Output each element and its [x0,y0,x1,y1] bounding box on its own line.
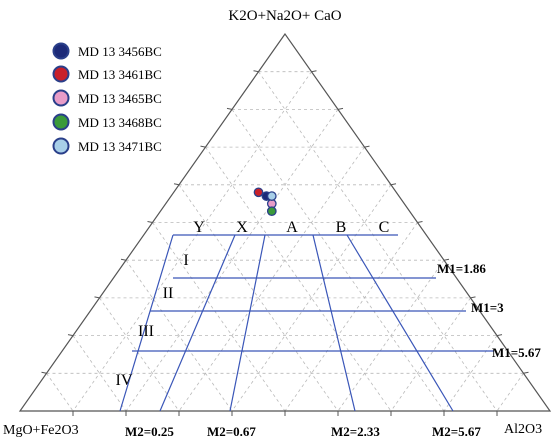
grid-line [178,146,365,412]
grid-line [390,297,471,412]
axis-tick [41,371,47,374]
zone-label-c: C [379,219,390,236]
right-axis-label: Al2O3 [504,422,542,437]
m2-label-1: M2=0.25 [125,424,174,439]
row-label-iv: IV [116,372,133,389]
axis-tick [523,371,529,374]
axis-tick [364,145,370,148]
zone-boundary-line [229,234,266,412]
grid-line [231,109,445,412]
grid-lines [46,71,524,412]
zone-boundary-line [312,234,356,412]
axis-tick [173,183,180,186]
axis-tick [200,145,206,148]
top-axis-label: K2O+Na2O+ CaO [228,8,341,24]
zone-label-a: A [286,219,298,236]
grid-line [125,109,339,412]
m1-label-2: M1=3 [471,300,504,315]
legend-label: MD 13 3471BC [78,139,162,154]
axis-tick [417,221,423,223]
legend-label: MD 13 3468BC [78,115,162,130]
legend-label: MD 13 3461BC [78,67,162,82]
zone-boundary-line [159,234,236,412]
grid-line [205,146,392,412]
legend-marker [52,89,70,107]
data-point [266,191,277,201]
grid-line [46,373,74,412]
zone-boundary-line [346,234,454,412]
grid-line [258,71,498,412]
row-label-i: I [183,252,188,269]
zone-label-x: X [236,219,248,236]
axis-tick [120,258,127,261]
grid-line [496,373,524,412]
grid-line [152,222,286,412]
legend-marker [52,137,70,155]
zone-lines [119,234,494,412]
legend-marker [52,113,70,131]
data-points [253,187,277,217]
m2-label-3: M2=2.33 [331,424,380,439]
axis-tick [470,296,476,299]
grid-line [284,222,418,412]
legend-item: MD 13 3468BC [52,113,162,131]
axis-tick [443,258,450,261]
axis-tick [253,70,259,73]
legend-item: MD 13 3456BC [52,42,162,60]
legend-marker [52,42,70,60]
axis-tick [94,296,100,299]
legend-label: MD 13 3456BC [78,44,162,59]
grid-line [99,297,180,412]
axis-tick [226,107,233,110]
axis-tick [496,334,503,337]
axis-tick [67,334,74,337]
zone-boundary-line [119,234,174,412]
axis-tick [311,70,317,73]
m2-label-4: M2=5.67 [432,424,481,439]
data-point [266,206,277,217]
triangle-frame [18,32,552,416]
legend-item: MD 13 3471BC [52,137,162,155]
m2-label-2: M2=0.67 [207,424,256,439]
axis-tick [337,107,344,110]
m1-label-3: M1=5.67 [492,345,541,360]
legend: MD 13 3456BC MD 13 3461BC MD 13 3465BC M… [52,42,162,155]
data-point [253,187,264,198]
m1-label-1: M1=1.86 [437,261,486,276]
axis-tick [147,221,153,223]
row-label-iii: III [138,323,154,340]
left-axis-label: MgO+Fe2O3 [3,423,79,438]
axis-tick [390,183,397,186]
legend-marker [52,65,70,83]
legend-label: MD 13 3465BC [78,91,162,106]
row-label-ii: II [163,285,174,302]
zone-label-b: B [336,219,347,236]
zone-label-y: Y [193,219,205,236]
legend-item: MD 13 3461BC [52,65,162,83]
legend-item: MD 13 3465BC [52,89,162,107]
